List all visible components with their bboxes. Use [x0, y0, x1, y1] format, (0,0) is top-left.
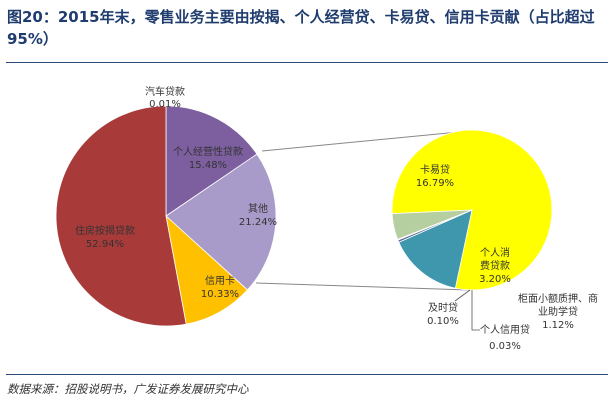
main-pie-slice-2	[165, 153, 277, 291]
label-counter-line1: 柜面小额质押、商	[518, 292, 598, 305]
label-counter-line2: 业助学贷	[538, 305, 578, 318]
sub-pie	[391, 129, 553, 291]
label-consumer-line2: 费贷款	[480, 259, 510, 272]
label-credit-personal-value: 0.03%	[489, 341, 521, 352]
data-source: 数据来源：招股说明书，广发证券发展研究中心	[7, 382, 249, 396]
label-mortgage-name: 住房按揭贷款	[75, 224, 135, 237]
main-pie-slice-4	[55, 105, 187, 327]
main-pie-slice-3	[165, 214, 249, 325]
leader-line-jishidai	[454, 289, 471, 302]
label-other-name: 其他	[248, 202, 268, 215]
sub-pie-slice-1	[398, 209, 473, 289]
label-credit-value: 10.33%	[201, 289, 239, 300]
label-mortgage-value: 52.94%	[86, 239, 124, 250]
sub-pie-slice-4	[391, 209, 473, 240]
label-auto-name: 汽车贷款	[145, 85, 185, 98]
label-consumer-value: 3.20%	[479, 274, 511, 285]
label-auto-value: 0.01%	[149, 99, 181, 110]
label-credit-personal-name: 个人信用贷	[480, 323, 530, 336]
label-business-name: 个人经营性贷款	[173, 145, 243, 158]
label-jishidai-value: 0.10%	[427, 316, 459, 327]
leader-line-credit-personal	[471, 290, 480, 331]
label-business-value: 15.48%	[189, 160, 227, 171]
label-kayidai-value: 16.79%	[416, 178, 454, 189]
label-other-value: 21.24%	[239, 217, 277, 228]
main-pie-slice-1	[165, 105, 258, 217]
label-jishidai-name: 及时贷	[428, 301, 458, 314]
label-credit-name: 信用卡	[205, 274, 235, 287]
bottom-divider	[6, 374, 608, 375]
top-divider	[6, 62, 608, 63]
main-pie	[55, 105, 277, 327]
label-counter-value: 1.12%	[542, 320, 574, 331]
label-kayidai-name: 卡易贷	[420, 163, 450, 176]
connector-line-top	[261, 130, 470, 152]
figure-title: 图20：2015年末，零售业务主要由按揭、个人经营贷、卡易贷、信用卡贡献（占比超…	[7, 8, 595, 48]
label-consumer-line1: 个人消	[480, 246, 510, 259]
connector-line-bottom	[255, 282, 470, 291]
